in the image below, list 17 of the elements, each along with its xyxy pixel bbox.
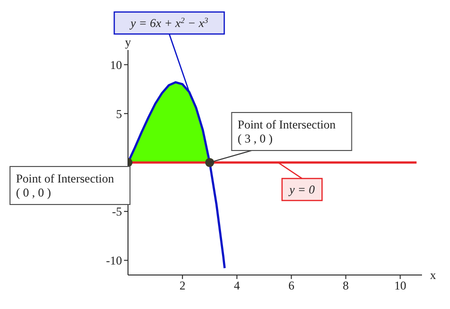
y-tick-label: -10: [106, 254, 122, 268]
x-tick-label: 6: [288, 278, 294, 293]
x-tick-label: 2: [179, 278, 186, 293]
y-tick-label: 5: [116, 106, 122, 121]
x-axis-title: x: [430, 268, 436, 282]
x-tick-label: 10: [394, 278, 406, 293]
legend-label: y = 0: [288, 182, 315, 196]
x-tick-label: 8: [342, 278, 349, 293]
y-axis-title: y: [125, 35, 131, 49]
callout: Point of Intersection ( 3 , 0 ): [209, 112, 352, 163]
callout: Point of Intersection ( 0 , 0 ): [10, 162, 130, 205]
y-tick-label: -5: [112, 204, 122, 219]
x-tick-label: 4: [234, 278, 240, 293]
y-tick-label: 10: [110, 58, 122, 72]
annotation: Point of Intersection ( 3 , 0 ): [238, 118, 336, 146]
annotation: Point of Intersection ( 0 , 0 ): [16, 172, 114, 200]
callout: y = 0: [278, 162, 323, 202]
